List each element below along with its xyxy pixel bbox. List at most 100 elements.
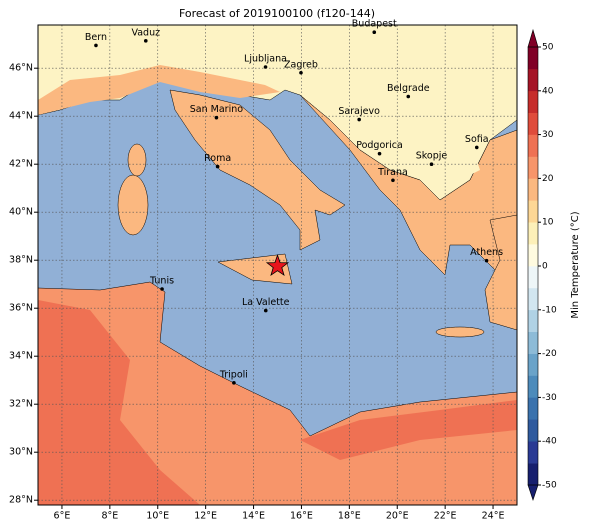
colorbar-tick-label: 30 xyxy=(542,130,554,140)
lon-tick-label: 20°E xyxy=(386,511,409,522)
city-dot xyxy=(357,117,361,122)
lat-tick-label: 42°N xyxy=(9,159,33,170)
lat-tick-label: 40°N xyxy=(9,207,33,218)
colorbar-segment xyxy=(528,222,538,245)
lat-tick-label: 30°N xyxy=(9,447,33,458)
colorbar-segment xyxy=(528,134,538,157)
colorbar-tick-label: 50 xyxy=(542,43,554,53)
city-dot xyxy=(429,162,434,166)
city-dot xyxy=(160,287,164,291)
lon-tick-label: 18°E xyxy=(338,511,361,522)
land-italy xyxy=(169,89,346,251)
city-dot xyxy=(263,65,268,69)
map-area xyxy=(38,25,517,505)
lon-tick-label: 16°E xyxy=(290,511,313,522)
lon-tick-label: 12°E xyxy=(194,511,217,522)
city-label: Tirana xyxy=(377,167,408,178)
city-dot xyxy=(263,308,268,313)
lat-tick-label: 36°N xyxy=(9,303,33,314)
city-label: La Valette xyxy=(242,297,290,308)
colorbar-segment xyxy=(528,156,538,179)
colorbar-tick-label: -20 xyxy=(542,349,557,359)
city-dot xyxy=(377,151,382,156)
lat-tick-label: 28°N xyxy=(9,495,33,506)
colorbar-segment xyxy=(528,200,538,223)
lon-tick-label: 6°E xyxy=(54,511,71,522)
colorbar-segment xyxy=(528,397,538,420)
forecast-point-star xyxy=(265,253,290,277)
colorbar-segment xyxy=(528,463,538,486)
colorbar-extend-high xyxy=(527,28,539,48)
city-label: Bern xyxy=(85,32,107,43)
colorbar-tick-label: 40 xyxy=(542,86,554,96)
colorbar-tick-label: -30 xyxy=(542,393,557,403)
city-label: San Marino xyxy=(190,104,243,115)
colorbar-tick-label: 0 xyxy=(542,262,548,272)
map-frame xyxy=(37,24,518,506)
colorbar-tick-label: 20 xyxy=(542,174,554,184)
colorbar-extend-low xyxy=(527,484,539,501)
city-label: Sofia xyxy=(465,134,489,145)
title: Forecast of 2019100100 (f120-144) xyxy=(179,7,375,20)
lon-tick-label: 10°E xyxy=(146,511,169,522)
colorbar-tick-label: -40 xyxy=(542,437,557,447)
colorbar-tick-label: 10 xyxy=(542,218,554,228)
city-dot xyxy=(214,115,219,120)
city-label: Budapest xyxy=(352,19,397,30)
city-label: Tripoli xyxy=(219,369,248,380)
colorbar-segment xyxy=(528,90,538,113)
land-corsica xyxy=(127,143,147,177)
graticule xyxy=(38,25,517,505)
city-dot xyxy=(299,70,303,75)
city-label: Zagreb xyxy=(284,59,318,70)
land-alps xyxy=(38,65,280,115)
city-label: Ljubljana xyxy=(244,54,287,65)
colorbar-segment xyxy=(528,353,538,376)
colorbar-tick-label: -50 xyxy=(542,481,557,491)
land-africa-warm xyxy=(38,300,517,505)
city-label: Podgorica xyxy=(356,140,403,151)
land-balkans xyxy=(299,94,517,276)
lat-tick-label: 34°N xyxy=(9,351,33,362)
city-label: Belgrade xyxy=(387,83,430,94)
lon-tick-label: 8°E xyxy=(101,511,118,522)
colorbar-segment xyxy=(528,375,538,398)
city-label: Sarajevo xyxy=(338,106,380,117)
colorbar-segment xyxy=(528,266,538,289)
city-dot xyxy=(143,39,148,43)
colorbar-label: Min Temperature (°C) xyxy=(570,211,581,318)
city-dot xyxy=(391,178,395,183)
land-sardinia xyxy=(117,174,149,236)
colorbar-segment xyxy=(528,331,538,354)
colorbar-segment xyxy=(528,419,538,442)
colorbar-segment xyxy=(528,47,538,70)
colorbar-tick-label: -10 xyxy=(542,305,557,315)
land-crete xyxy=(435,326,485,338)
lat-tick-label: 32°N xyxy=(9,399,33,410)
city-label: Roma xyxy=(204,153,231,164)
city-dot xyxy=(372,30,377,34)
city-dot xyxy=(406,94,411,99)
lat-tick-label: 38°N xyxy=(9,255,33,266)
colorbar-segment xyxy=(528,68,538,92)
land-balkans-inner xyxy=(330,110,480,185)
city-label: Athens xyxy=(470,247,503,258)
colorbar: -50 -40 -30 -20 -10 0 10 20 30 40 50 xyxy=(527,28,557,501)
colorbar-segment xyxy=(528,287,538,311)
city-dot xyxy=(484,258,489,263)
city-dot xyxy=(474,145,479,150)
city-dot xyxy=(215,164,220,169)
city-label: Tunis xyxy=(149,276,174,287)
colorbar-segment xyxy=(528,178,538,201)
colorbar-segment xyxy=(528,244,538,267)
city-label: Skopje xyxy=(416,151,448,162)
colorbar-segment xyxy=(528,112,538,135)
city-dot xyxy=(232,381,236,385)
lon-tick-label: 14°E xyxy=(242,511,265,522)
lat-tick-label: 46°N xyxy=(9,63,33,74)
colorbar-segment xyxy=(528,309,538,332)
city-dot xyxy=(94,43,98,48)
lat-tick-label: 44°N xyxy=(9,111,33,122)
city-label: Vaduz xyxy=(131,27,160,38)
